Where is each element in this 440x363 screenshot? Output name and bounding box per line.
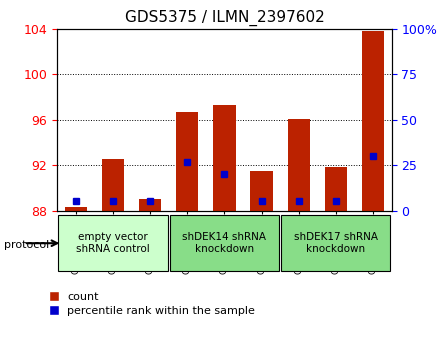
Bar	[102, 159, 124, 211]
Bar	[250, 171, 273, 211]
Title: GDS5375 / ILMN_2397602: GDS5375 / ILMN_2397602	[125, 10, 324, 26]
Bar	[281, 215, 390, 271]
Bar	[139, 199, 161, 211]
Bar	[325, 167, 347, 211]
Bar	[59, 215, 168, 271]
Text: shDEK17 shRNA
knockdown: shDEK17 shRNA knockdown	[294, 232, 378, 254]
Bar	[176, 112, 198, 211]
Text: shDEK14 shRNA
knockdown: shDEK14 shRNA knockdown	[183, 232, 266, 254]
Bar	[170, 215, 279, 271]
Bar	[288, 119, 310, 211]
Bar	[65, 207, 87, 211]
Text: empty vector
shRNA control: empty vector shRNA control	[76, 232, 150, 254]
Bar	[213, 105, 235, 211]
Bar	[362, 31, 384, 211]
Text: protocol: protocol	[4, 240, 50, 250]
Legend: count, percentile rank within the sample: count, percentile rank within the sample	[50, 292, 255, 316]
